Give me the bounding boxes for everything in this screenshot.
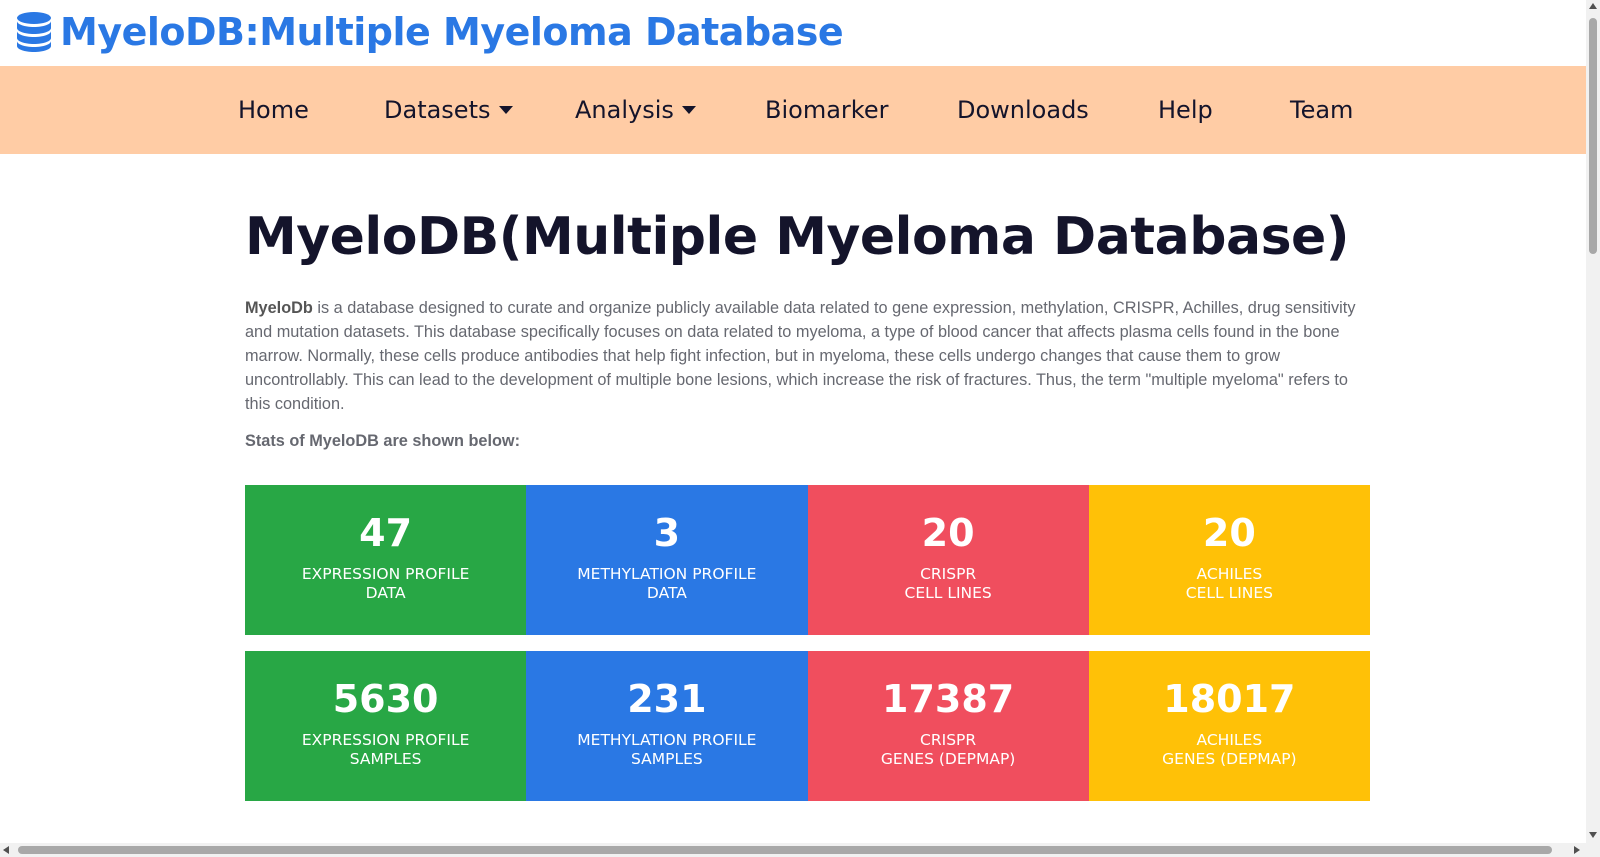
vertical-scrollbar[interactable] (1586, 0, 1600, 857)
stat-label: CRISPR GENES (DEPMAP) (880, 731, 1016, 768)
nav-team-label: Team (1290, 96, 1354, 124)
nav-home[interactable]: Home (238, 66, 309, 154)
main-content: MyeloDB(Multiple Myeloma Database) Myelo… (245, 154, 1370, 451)
nav-analysis[interactable]: Analysis (575, 66, 696, 154)
nav-help-label: Help (1158, 96, 1213, 124)
stat-label: METHYLATION PROFILE DATA (577, 565, 757, 602)
stat-value: 20 (921, 511, 975, 555)
stat-card-achiles-genes: 18017 ACHILES GENES (DEPMAP) (1088, 651, 1370, 801)
stat-value: 231 (627, 677, 707, 721)
stats-heading: Stats of MyeloDB are shown below: (245, 432, 521, 450)
stats-row: 5630 EXPRESSION PROFILE SAMPLES 231 METH… (245, 651, 1370, 801)
scroll-up-arrow-icon[interactable] (1589, 3, 1597, 9)
stat-label: ACHILES GENES (DEPMAP) (1162, 731, 1297, 768)
stat-value: 5630 (332, 677, 439, 721)
stats-row: 47 EXPRESSION PROFILE DATA 3 METHYLATION… (245, 485, 1370, 635)
page-title: MyeloDB(Multiple Myeloma Database) (245, 207, 1350, 267)
scroll-right-arrow-icon[interactable] (1574, 846, 1580, 854)
vertical-scroll-thumb[interactable] (1589, 18, 1597, 254)
stat-label: CRISPR CELL LINES (904, 565, 992, 602)
site-title[interactable]: MyeloDB:Multiple Myeloma Database (60, 10, 844, 54)
database-icon (17, 12, 51, 52)
nav-datasets-label: Datasets (384, 96, 491, 124)
nav-biomarker[interactable]: Biomarker (765, 66, 888, 154)
caret-down-icon (498, 106, 513, 114)
stat-value: 17387 (882, 677, 1015, 721)
stat-card-methylation-samples: 231 METHYLATION PROFILE SAMPLES (526, 651, 808, 801)
stat-card-achiles-cell-lines: 20 ACHILES CELL LINES (1088, 485, 1370, 635)
nav-biomarker-label: Biomarker (765, 96, 889, 124)
intro-paragraph: MyeloDb is a database designed to curate… (245, 296, 1370, 416)
stat-label: METHYLATION PROFILE SAMPLES (577, 731, 757, 768)
brand-link[interactable]: MyeloDB:Multiple Myeloma Database (16, 8, 844, 56)
stat-card-expression-samples: 5630 EXPRESSION PROFILE SAMPLES (245, 651, 527, 801)
nav-downloads-label: Downloads (957, 96, 1089, 124)
scroll-left-arrow-icon[interactable] (3, 846, 9, 854)
stat-value: 47 (359, 511, 413, 555)
scroll-down-arrow-icon[interactable] (1589, 832, 1597, 838)
header: MyeloDB:Multiple Myeloma Database (0, 0, 1586, 66)
nav-team[interactable]: Team (1290, 66, 1353, 154)
stat-label: EXPRESSION PROFILE SAMPLES (301, 731, 470, 768)
stat-label: EXPRESSION PROFILE DATA (301, 565, 470, 602)
stat-card-expression-data: 47 EXPRESSION PROFILE DATA (245, 485, 527, 635)
horizontal-scrollbar[interactable] (0, 843, 1586, 857)
horizontal-scroll-thumb[interactable] (18, 846, 1552, 854)
stat-card-crispr-cell-lines: 20 CRISPR CELL LINES (807, 485, 1089, 635)
stat-card-methylation-data: 3 METHYLATION PROFILE DATA (526, 485, 808, 635)
stat-value: 3 (653, 511, 681, 555)
main-nav: Home Datasets Analysis Biomarker Downloa… (0, 66, 1586, 154)
intro-text: is a database designed to curate and org… (245, 299, 1356, 413)
nav-analysis-label: Analysis (575, 96, 674, 124)
stat-value: 20 (1202, 511, 1256, 555)
stat-label: ACHILES CELL LINES (1185, 565, 1273, 602)
nav-help[interactable]: Help (1158, 66, 1213, 154)
nav-datasets[interactable]: Datasets (384, 66, 513, 154)
stat-card-crispr-genes: 17387 CRISPR GENES (DEPMAP) (807, 651, 1089, 801)
nav-downloads[interactable]: Downloads (957, 66, 1089, 154)
intro-bold: MyeloDb (245, 299, 313, 317)
caret-down-icon (681, 106, 696, 114)
stat-value: 18017 (1163, 677, 1296, 721)
stats-grid: 47 EXPRESSION PROFILE DATA 3 METHYLATION… (245, 485, 1370, 817)
nav-home-label: Home (238, 96, 309, 124)
